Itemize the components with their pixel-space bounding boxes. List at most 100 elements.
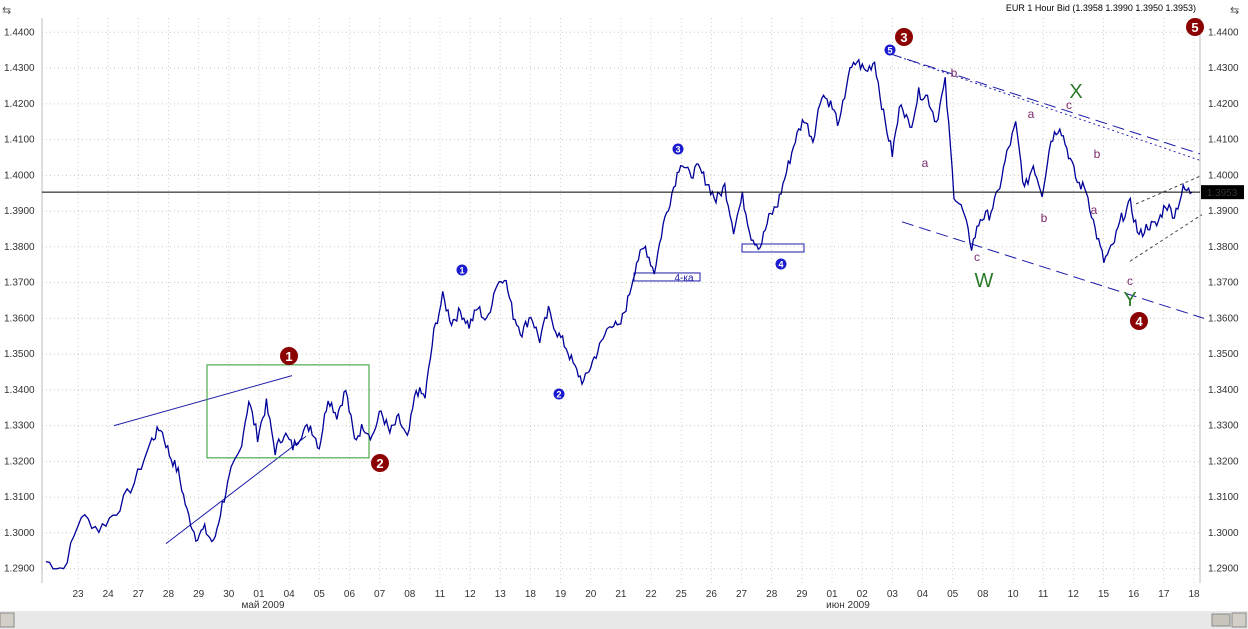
scroll-thumb [1211,613,1231,627]
wave-circle-minor [775,258,787,270]
wave-label-minor: 4 [778,260,783,270]
wave-label-minor: 5 [887,46,892,56]
x-tick-label: 11 [435,589,446,600]
y-tick-label-right: 1.3100 [1208,492,1239,503]
x-tick-label: 15 [1098,589,1110,600]
wave-circle-major [280,347,298,365]
wave-label-a: a [1028,107,1035,121]
y-tick-label-right: 1.4100 [1208,135,1239,146]
y-tick-label-left: 1.3600 [4,313,35,324]
trendline-lower [165,435,307,545]
wave-label-X: X [1069,81,1082,103]
x-tick-label: 05 [947,589,959,600]
x-tick-label: 26 [706,589,718,600]
wave-label-c: c [1127,274,1133,288]
wave-label-a: a [1091,203,1098,217]
month-label: май 2009 [241,600,284,611]
wave-label-minor: 1 [459,266,464,276]
y-tick-label-right: 1.3300 [1208,421,1239,432]
wave-label-note: 4-ка [674,273,693,284]
x-tick-label: 21 [615,589,627,600]
marker-box [741,243,805,253]
y-tick-label-left: 1.4200 [4,99,35,110]
x-tick-label: 04 [284,589,296,600]
svg-text:⇆: ⇆ [1230,4,1239,17]
scroll-right-button [1231,612,1247,628]
y-tick-label-right: 1.3200 [1208,456,1239,467]
wave-label-W: W [975,270,994,292]
x-tick-label: 01 [826,589,838,600]
y-tick-label-right: 1.4300 [1208,63,1239,74]
grid [41,18,1201,583]
y-axis: 1.4400 1.4400 1.4300 1.4300 1.4200 1.4200 1.41… [4,27,1239,574]
wave-label-c: c [974,250,980,264]
y-tick-label-left: 1.4100 [4,135,35,146]
x-tick-label: 04 [917,589,929,600]
y-tick-label-right: 1.3400 [1208,385,1239,396]
x-tick-label: 28 [163,589,175,600]
x-tick-label: 20 [585,589,597,600]
wave-label-major: 1 [285,349,292,364]
x-tick-label: 24 [103,589,115,600]
y-tick-label-left: 1.3300 [4,421,35,432]
wave-circle-major [1130,312,1148,330]
x-tick-label: 02 [857,589,869,600]
wave-label-Y: Y [1123,289,1136,311]
x-tick-label: 18 [1188,589,1200,600]
wave-label-b: b [951,66,958,80]
x-tick-label: 16 [1128,589,1140,600]
wave-circle-minor [553,388,565,400]
wave-circle-minor [672,143,684,155]
price-line [45,58,1193,570]
x-tick-label: 29 [796,589,808,600]
y-tick-label-right: 1.4400 [1208,27,1239,38]
zoom-icon-right[interactable]: ⇆ [1230,4,1239,17]
x-tick-label: 28 [766,589,778,600]
wave-label-b: b [1041,211,1048,225]
x-tick-label: 07 [374,589,386,600]
y-tick-label-left: 1.3100 [4,492,35,503]
x-tick-label: 23 [72,589,84,600]
wave-label-minor: 3 [675,145,680,155]
x-tick-label: 27 [736,589,748,600]
scroll-area [0,611,1248,629]
x-tick-label: 12 [465,589,477,600]
x-tick-label: 13 [495,589,507,600]
wave-label-major: 3 [900,30,907,45]
x-tick-label: 01 [253,589,265,600]
x-tick-label: 08 [977,589,989,600]
wave-label-major: 4 [1135,314,1143,329]
wave-circle-major [1186,18,1204,36]
wave-circle-minor [456,264,468,276]
y-tick-label-left: 1.3800 [4,242,35,253]
x-tick-label: 06 [344,589,356,600]
scroll-left-button [0,612,15,628]
y-tick-label-left: 1.4300 [4,63,35,74]
x-tick-label: 08 [404,589,416,600]
x-tick-label: 11 [1038,589,1049,600]
wave-circle-minor [884,44,896,56]
wave-circle-major [371,454,389,472]
wave-label-b: b [1094,147,1101,161]
x-tick-label: 27 [133,589,145,600]
zoom-icon-left[interactable]: ⇆ [2,4,11,17]
y-tick-label-right: 1.4200 [1208,99,1239,110]
y-tick-label-left: 1.3400 [4,385,35,396]
y-tick-label-left: 1.3000 [4,528,35,539]
svg-text:⇆: ⇆ [2,4,11,17]
x-tick-label: 30 [223,589,235,600]
y-tick-label-right: 1.2900 [1208,564,1239,575]
x-tick-label: 25 [676,589,688,600]
y-tick-label-right: 1.3800 [1208,242,1239,253]
y-tick-label-right: 1.3000 [1208,528,1239,539]
y-tick-label-right: 1.4000 [1208,170,1239,181]
channel-upper [889,53,1201,155]
last-price-badge [1201,185,1244,200]
y-tick-label-left: 1.2900 [4,564,35,575]
y-tick-label-left: 1.3200 [4,456,35,467]
wave-label-c: c [1066,98,1072,112]
month-label: июн 2009 [826,600,870,611]
chart-header: EUR 1 Hour Bid (1.3958 1.3990 1.3950 1.3… [1006,3,1196,13]
